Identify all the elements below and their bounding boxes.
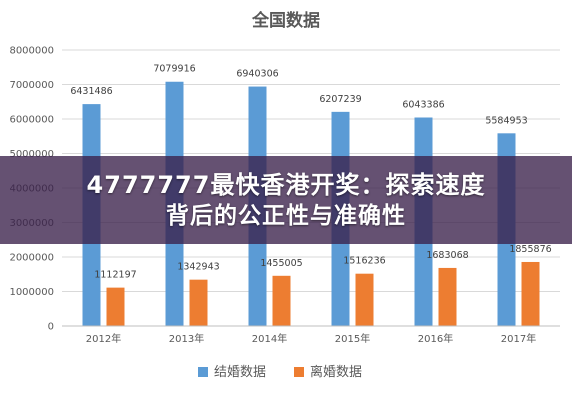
legend-label-divorce: 离婚数据 bbox=[310, 364, 362, 380]
data-label-divorce: 1342943 bbox=[177, 262, 219, 273]
y-tick-label: 2000000 bbox=[9, 253, 54, 264]
bar-divorce bbox=[189, 279, 208, 326]
data-label-marriage: 6043386 bbox=[402, 100, 444, 111]
legend-label-marriage: 结婚数据 bbox=[214, 365, 266, 380]
data-label-marriage: 6431486 bbox=[70, 86, 112, 97]
bar-divorce bbox=[272, 275, 291, 326]
legend-swatch-marriage bbox=[198, 367, 208, 377]
data-label-marriage: 6207239 bbox=[319, 94, 361, 105]
bar-divorce bbox=[355, 273, 374, 326]
y-tick-label: 1000000 bbox=[9, 287, 54, 298]
y-tick-label: 6000000 bbox=[9, 115, 54, 126]
data-label-divorce: 1855876 bbox=[509, 244, 551, 255]
bar-divorce bbox=[438, 267, 457, 326]
y-tick-label: 7000000 bbox=[9, 80, 54, 91]
data-label-divorce: 1516236 bbox=[343, 256, 385, 267]
data-label-divorce: 1683068 bbox=[426, 250, 468, 261]
data-label-marriage: 7079916 bbox=[153, 64, 195, 75]
data-label-marriage: 5584953 bbox=[485, 115, 527, 126]
bar-divorce bbox=[106, 287, 125, 326]
banner-title-line-1: 4777777最快香港开奖：探索速度 bbox=[86, 170, 486, 199]
y-tick-label: 0 bbox=[48, 322, 54, 333]
bar-divorce bbox=[521, 261, 540, 326]
y-tick-label: 8000000 bbox=[9, 46, 54, 57]
banner-title-line-2: 背后的公正性与准确性 bbox=[166, 202, 406, 229]
chart-title: 全国数据 bbox=[251, 10, 320, 31]
data-label-divorce: 1455005 bbox=[260, 258, 302, 269]
data-label-marriage: 6940306 bbox=[236, 69, 278, 80]
x-tick-label: 2014年 bbox=[252, 332, 287, 345]
x-tick-label: 2016年 bbox=[418, 332, 453, 345]
x-tick-label: 2015年 bbox=[335, 332, 370, 345]
x-tick-label: 2017年 bbox=[501, 332, 536, 345]
y-tick-label: 5000000 bbox=[9, 149, 54, 160]
overlay-banner: 4777777最快香港开奖：探索速度 背后的公正性与准确性 bbox=[0, 156, 572, 244]
data-label-divorce: 1112197 bbox=[94, 270, 136, 281]
x-tick-label: 2013年 bbox=[169, 332, 204, 345]
legend-swatch-divorce bbox=[294, 367, 304, 377]
x-tick-label: 2012年 bbox=[86, 332, 121, 345]
